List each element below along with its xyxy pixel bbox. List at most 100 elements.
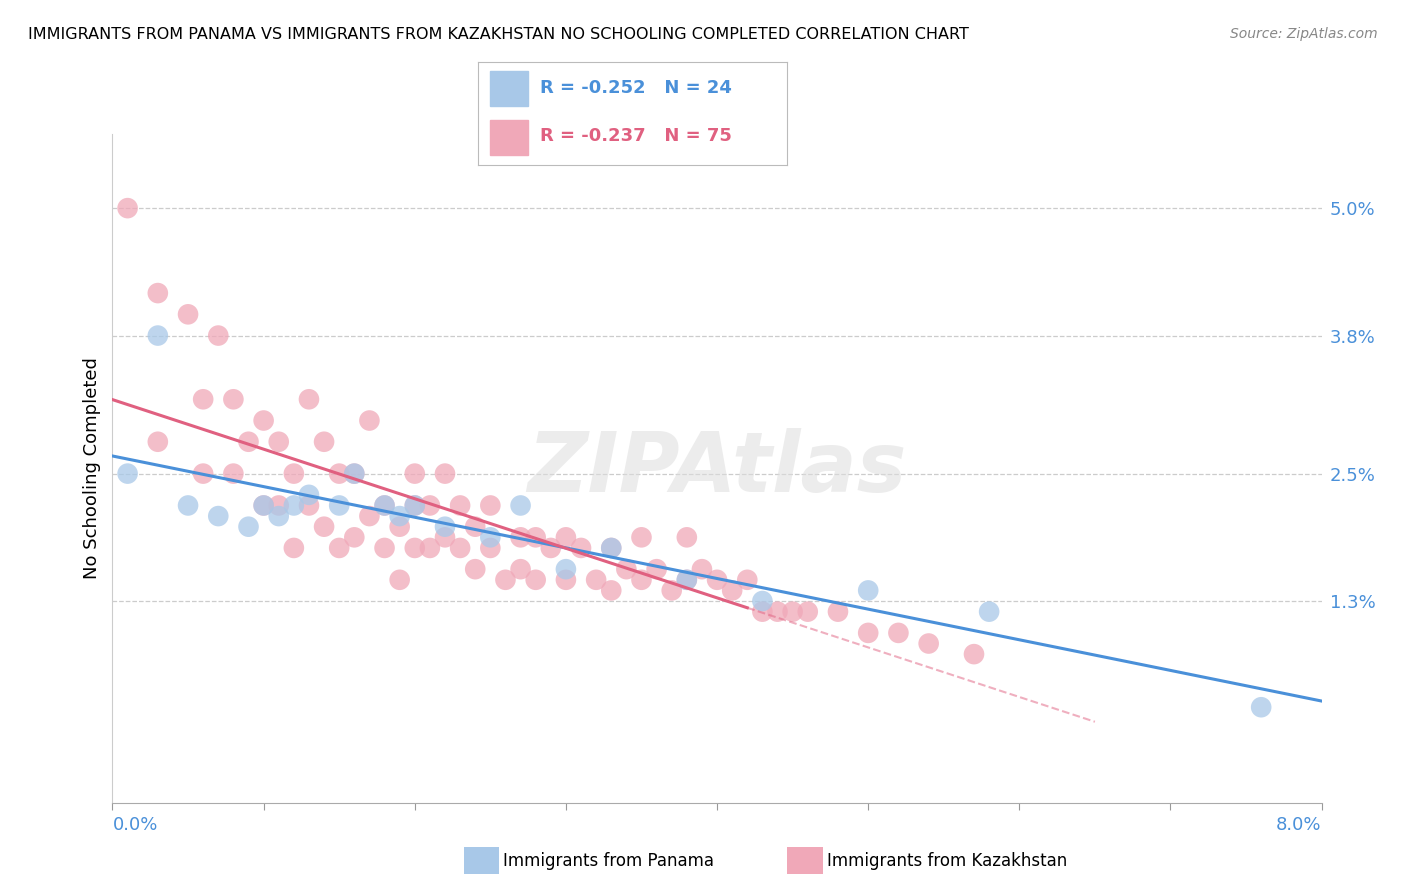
Text: Immigrants from Kazakhstan: Immigrants from Kazakhstan <box>827 852 1067 870</box>
Point <box>328 467 350 481</box>
Point <box>343 530 366 544</box>
Point <box>630 530 652 544</box>
Point <box>856 626 880 640</box>
Text: IMMIGRANTS FROM PANAMA VS IMMIGRANTS FROM KAZAKHSTAN NO SCHOOLING COMPLETED CORR: IMMIGRANTS FROM PANAMA VS IMMIGRANTS FRO… <box>28 27 969 42</box>
Point <box>554 573 576 587</box>
Point <box>509 562 531 576</box>
Point <box>373 499 396 513</box>
Bar <box>491 70 527 105</box>
Point <box>600 541 623 555</box>
Point <box>404 541 426 555</box>
Point <box>267 499 290 513</box>
Point <box>177 499 200 513</box>
Point <box>433 519 456 533</box>
Point <box>737 573 759 587</box>
Point <box>585 573 607 587</box>
Point <box>191 467 215 481</box>
Point <box>554 530 576 544</box>
Point <box>373 541 396 555</box>
Point <box>524 573 547 587</box>
Point <box>298 488 321 502</box>
Point <box>675 530 697 544</box>
Text: ZIPAtlas: ZIPAtlas <box>527 428 907 508</box>
Point <box>449 499 471 513</box>
Point <box>464 519 486 533</box>
Point <box>388 573 411 587</box>
Point <box>298 392 321 407</box>
Point <box>479 499 502 513</box>
Point <box>509 499 531 513</box>
Bar <box>491 120 527 155</box>
Point <box>298 499 321 513</box>
Point <box>569 541 592 555</box>
Point <box>554 562 576 576</box>
Point <box>253 499 276 513</box>
Point <box>404 499 426 513</box>
Point <box>449 541 471 555</box>
Text: 0.0%: 0.0% <box>112 816 157 834</box>
Point <box>191 392 215 407</box>
Point <box>433 530 456 544</box>
Point <box>796 605 818 619</box>
Point <box>404 499 426 513</box>
Point <box>238 434 260 449</box>
Point <box>540 541 562 555</box>
Point <box>630 573 652 587</box>
Point <box>856 583 880 598</box>
Point <box>464 562 486 576</box>
Point <box>509 530 531 544</box>
Point <box>675 573 697 587</box>
Point <box>177 307 200 321</box>
Point <box>963 647 986 661</box>
Point <box>388 519 411 533</box>
Point <box>253 499 276 513</box>
Point <box>312 519 335 533</box>
Y-axis label: No Schooling Completed: No Schooling Completed <box>83 358 101 579</box>
Point <box>524 530 547 544</box>
Text: 8.0%: 8.0% <box>1277 816 1322 834</box>
Point <box>312 434 335 449</box>
Point <box>751 605 773 619</box>
Point <box>343 467 366 481</box>
Text: R = -0.237   N = 75: R = -0.237 N = 75 <box>540 128 731 145</box>
Point <box>146 328 169 343</box>
Point <box>283 541 305 555</box>
Point <box>419 541 441 555</box>
Point <box>616 562 638 576</box>
Point <box>419 499 441 513</box>
Point <box>146 434 169 449</box>
Point <box>388 509 411 524</box>
Point <box>373 499 396 513</box>
Point <box>675 573 697 587</box>
Point <box>359 509 381 524</box>
Point <box>433 467 456 481</box>
Text: Immigrants from Panama: Immigrants from Panama <box>503 852 714 870</box>
Point <box>917 636 939 650</box>
Point <box>721 583 744 598</box>
Point <box>283 467 305 481</box>
Point <box>267 434 290 449</box>
Point <box>267 509 290 524</box>
Point <box>479 541 502 555</box>
Point <box>661 583 683 598</box>
Point <box>328 499 350 513</box>
Point <box>766 605 789 619</box>
Point <box>600 541 623 555</box>
Point <box>495 573 517 587</box>
Point <box>479 530 502 544</box>
Text: R = -0.252   N = 24: R = -0.252 N = 24 <box>540 79 731 97</box>
Point <box>117 467 139 481</box>
Point <box>222 467 245 481</box>
Point <box>1250 700 1272 714</box>
Point <box>751 594 773 608</box>
Point <box>782 605 804 619</box>
Point <box>146 286 169 301</box>
Point <box>887 626 910 640</box>
Point <box>404 467 426 481</box>
Point <box>328 541 350 555</box>
Point <box>979 605 1001 619</box>
Point <box>343 467 366 481</box>
Point <box>706 573 728 587</box>
Point <box>600 583 623 598</box>
Point <box>238 519 260 533</box>
